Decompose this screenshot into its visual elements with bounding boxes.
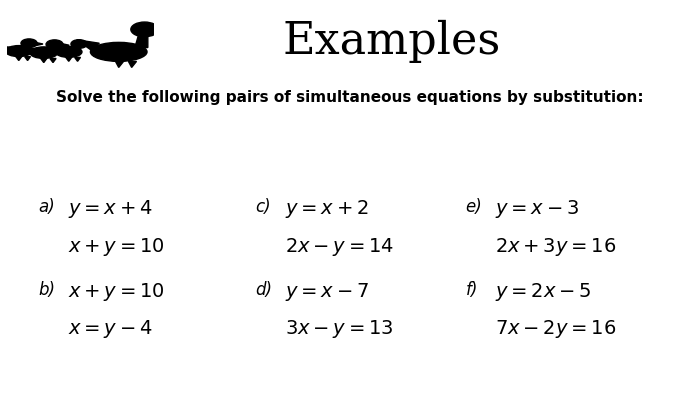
- Text: Solve the following pairs of simultaneous equations by substitution:: Solve the following pairs of simultaneou…: [56, 90, 644, 105]
- Text: Examples: Examples: [283, 20, 501, 63]
- Text: $x + y = 10$: $x + y = 10$: [68, 281, 164, 303]
- Circle shape: [46, 40, 63, 49]
- Text: $x + y = 10$: $x + y = 10$: [68, 236, 164, 258]
- Text: $y = 2x - 5$: $y = 2x - 5$: [495, 281, 592, 303]
- Polygon shape: [116, 61, 124, 68]
- Circle shape: [71, 40, 87, 48]
- Text: b): b): [38, 281, 55, 299]
- Text: $x = y - 4$: $x = y - 4$: [68, 318, 153, 340]
- Polygon shape: [66, 57, 71, 61]
- Text: a): a): [38, 198, 55, 217]
- Polygon shape: [135, 36, 148, 48]
- Polygon shape: [0, 46, 10, 50]
- Text: $y = x + 4$: $y = x + 4$: [68, 198, 153, 220]
- Text: $2x - y = 14$: $2x - y = 14$: [285, 236, 394, 258]
- Text: $7x - 2y = 16$: $7x - 2y = 16$: [495, 318, 616, 340]
- Text: $y = x + 2$: $y = x + 2$: [285, 198, 369, 220]
- Polygon shape: [62, 44, 69, 47]
- Polygon shape: [50, 47, 60, 51]
- Polygon shape: [25, 57, 31, 61]
- Ellipse shape: [30, 47, 57, 59]
- Polygon shape: [85, 43, 93, 46]
- Ellipse shape: [6, 46, 32, 57]
- Ellipse shape: [90, 42, 147, 61]
- Text: f): f): [466, 281, 478, 299]
- Polygon shape: [50, 59, 56, 62]
- Text: $y = x - 7$: $y = x - 7$: [285, 281, 369, 303]
- Polygon shape: [77, 40, 99, 50]
- Polygon shape: [16, 57, 22, 61]
- Ellipse shape: [55, 46, 82, 57]
- Text: c): c): [256, 198, 271, 217]
- Text: $3x - y = 13$: $3x - y = 13$: [285, 318, 393, 340]
- Polygon shape: [41, 59, 47, 62]
- Circle shape: [131, 22, 158, 37]
- Circle shape: [21, 39, 37, 48]
- Polygon shape: [24, 48, 34, 52]
- Polygon shape: [75, 57, 80, 61]
- Text: e): e): [466, 198, 482, 217]
- Polygon shape: [36, 42, 43, 46]
- Text: d): d): [256, 281, 272, 299]
- Polygon shape: [128, 61, 136, 68]
- Text: $2x + 3y = 16$: $2x + 3y = 16$: [495, 236, 616, 258]
- Polygon shape: [158, 29, 177, 34]
- Text: $y = x - 3$: $y = x - 3$: [495, 198, 579, 220]
